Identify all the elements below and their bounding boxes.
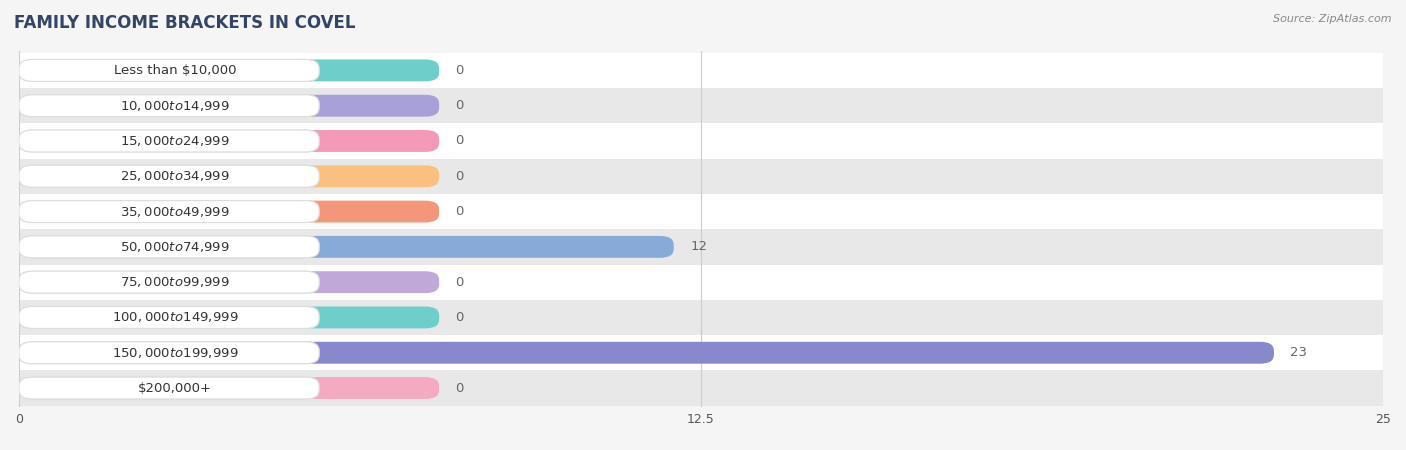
Text: 0: 0 xyxy=(456,205,464,218)
Bar xyxy=(20,159,1384,194)
Text: $150,000 to $199,999: $150,000 to $199,999 xyxy=(112,346,239,360)
FancyBboxPatch shape xyxy=(20,95,319,117)
FancyBboxPatch shape xyxy=(20,377,439,399)
FancyBboxPatch shape xyxy=(20,130,319,152)
FancyBboxPatch shape xyxy=(20,95,439,117)
Text: 0: 0 xyxy=(456,64,464,77)
Text: $25,000 to $34,999: $25,000 to $34,999 xyxy=(120,169,231,183)
Bar xyxy=(20,229,1384,265)
Bar xyxy=(20,300,1384,335)
Bar xyxy=(20,53,1384,88)
FancyBboxPatch shape xyxy=(20,165,319,187)
Text: $15,000 to $24,999: $15,000 to $24,999 xyxy=(120,134,231,148)
FancyBboxPatch shape xyxy=(20,201,439,222)
Bar xyxy=(20,335,1384,370)
FancyBboxPatch shape xyxy=(20,342,319,364)
Text: Source: ZipAtlas.com: Source: ZipAtlas.com xyxy=(1274,14,1392,23)
Text: $35,000 to $49,999: $35,000 to $49,999 xyxy=(120,205,231,219)
Text: $75,000 to $99,999: $75,000 to $99,999 xyxy=(120,275,231,289)
FancyBboxPatch shape xyxy=(20,201,319,222)
Text: $50,000 to $74,999: $50,000 to $74,999 xyxy=(120,240,231,254)
FancyBboxPatch shape xyxy=(20,271,319,293)
FancyBboxPatch shape xyxy=(20,236,319,258)
FancyBboxPatch shape xyxy=(20,342,319,364)
Text: $100,000 to $149,999: $100,000 to $149,999 xyxy=(112,310,239,324)
Text: 0: 0 xyxy=(456,382,464,395)
FancyBboxPatch shape xyxy=(20,59,319,81)
FancyBboxPatch shape xyxy=(20,271,439,293)
Bar xyxy=(20,88,1384,123)
FancyBboxPatch shape xyxy=(20,165,319,187)
Text: 0: 0 xyxy=(456,170,464,183)
Text: 12: 12 xyxy=(690,240,707,253)
Text: 0: 0 xyxy=(456,135,464,148)
FancyBboxPatch shape xyxy=(20,201,319,222)
Text: 0: 0 xyxy=(456,276,464,288)
FancyBboxPatch shape xyxy=(20,130,319,152)
FancyBboxPatch shape xyxy=(20,306,319,328)
Bar xyxy=(20,370,1384,406)
Text: 0: 0 xyxy=(456,311,464,324)
Text: 23: 23 xyxy=(1291,346,1308,359)
FancyBboxPatch shape xyxy=(20,306,439,328)
Text: $200,000+: $200,000+ xyxy=(138,382,212,395)
FancyBboxPatch shape xyxy=(20,165,439,187)
Text: $10,000 to $14,999: $10,000 to $14,999 xyxy=(120,99,231,112)
Bar xyxy=(20,123,1384,159)
Text: Less than $10,000: Less than $10,000 xyxy=(114,64,236,77)
Text: 0: 0 xyxy=(456,99,464,112)
Bar xyxy=(20,265,1384,300)
FancyBboxPatch shape xyxy=(20,306,319,328)
FancyBboxPatch shape xyxy=(20,130,439,152)
FancyBboxPatch shape xyxy=(20,95,319,117)
FancyBboxPatch shape xyxy=(20,377,319,399)
FancyBboxPatch shape xyxy=(20,377,319,399)
Text: FAMILY INCOME BRACKETS IN COVEL: FAMILY INCOME BRACKETS IN COVEL xyxy=(14,14,356,32)
Bar xyxy=(20,194,1384,229)
FancyBboxPatch shape xyxy=(20,236,673,258)
FancyBboxPatch shape xyxy=(20,59,319,81)
FancyBboxPatch shape xyxy=(20,59,439,81)
FancyBboxPatch shape xyxy=(20,271,319,293)
FancyBboxPatch shape xyxy=(20,236,319,258)
FancyBboxPatch shape xyxy=(20,342,1274,364)
